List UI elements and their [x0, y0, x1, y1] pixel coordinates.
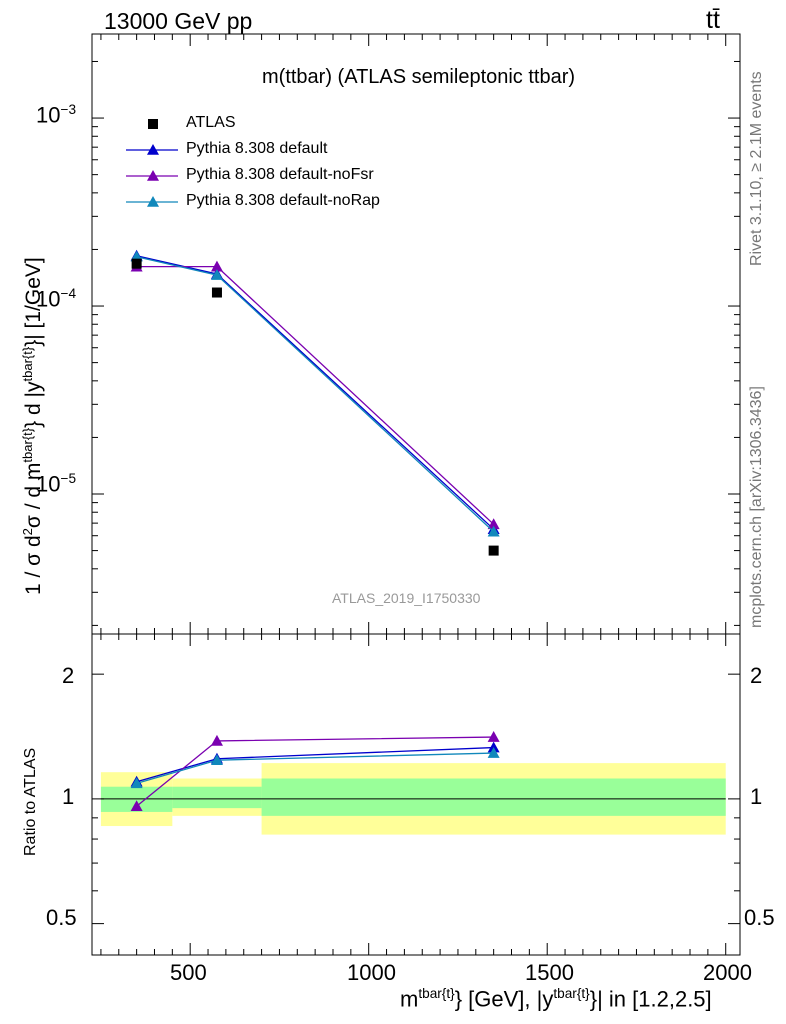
ratio-ytick-0.5-left: 0.5	[46, 905, 77, 930]
legend-marker-1	[147, 170, 159, 181]
atlas-data-point-2	[488, 545, 499, 556]
ratio-series-2-point-0	[130, 777, 143, 789]
ratio-series-0-point-2	[487, 741, 500, 753]
ytick-label-1e-5: 10−5	[36, 471, 77, 497]
legend-label-atlas: ATLAS	[186, 114, 236, 131]
legend-marker-0	[147, 144, 159, 155]
ytick-label-1e-3: 10−3	[36, 102, 77, 128]
atlas-data-point-1	[211, 287, 222, 298]
ratio-ytick-1-left: 1	[62, 784, 75, 809]
ratio-ytick-2-right: 2	[750, 663, 763, 688]
main-series-line-1	[136, 265, 495, 525]
legend-marker-2	[147, 196, 159, 207]
chart-title: m(ttbar) (ATLAS semileptonic ttbar)	[262, 66, 576, 88]
main-series-2-point-2	[487, 525, 500, 537]
legend-label-default: Pythia 8.308 default	[186, 140, 328, 157]
legend-marker-atlas	[148, 119, 158, 129]
xlabel: mtbar{t}} [GeV], |ytbar{t}}| in [1.2,2.5…	[400, 986, 712, 1012]
ratio-series-1-point-0	[130, 800, 143, 812]
xtick-label-1000: 1000	[347, 960, 396, 985]
ratio-ytick-0.5-right: 0.5	[744, 905, 775, 930]
process-label: tt̄	[706, 6, 720, 34]
ratio-band-green-2	[261, 778, 726, 816]
main-series-line-0	[136, 255, 495, 530]
xtick-label-2000: 2000	[703, 960, 752, 985]
ratio-band-green-1	[172, 786, 262, 809]
ratio-panel-frame	[91, 633, 741, 956]
ratio-series-1-point-1	[210, 734, 223, 746]
ratio-series-1-point-2	[487, 731, 500, 742]
ratio-ylabel: Ratio to ATLAS	[22, 747, 39, 856]
mcplots-label: mcplots.cern.ch [arXiv:1306.3436]	[748, 386, 765, 628]
main-series-1-point-2	[487, 518, 500, 530]
main-series-2-point-1	[210, 269, 223, 280]
energy-label: 13000 GeV pp	[104, 8, 253, 34]
legend-label-norap: Pythia 8.308 default-noRap	[186, 192, 380, 209]
xtick-label-500: 500	[170, 960, 207, 985]
ratio-ytick-2-left: 2	[62, 663, 75, 688]
ratio-series-2-point-1	[210, 754, 223, 765]
rivet-label: Rivet 3.1.10, ≥ 2.1M events	[748, 71, 765, 266]
ratio-ytick-1-right: 1	[750, 784, 763, 809]
analysis-watermark: ATLAS_2019_I1750330	[332, 590, 481, 606]
xtick-label-1500: 1500	[525, 960, 574, 985]
ytick-label-1e-4: 10−4	[36, 286, 77, 312]
legend-label-nofsr: Pythia 8.308 default-noFsr	[186, 166, 374, 183]
main-series-line-2	[136, 256, 495, 533]
main-series-1-point-1	[210, 260, 223, 272]
atlas-data-point-0	[131, 258, 142, 269]
ratio-series-2-point-2	[487, 747, 500, 758]
main-ylabel: 1 / σ d2σ / d mtbar{t}} d |ytbar{t}}| [1…	[20, 257, 45, 595]
